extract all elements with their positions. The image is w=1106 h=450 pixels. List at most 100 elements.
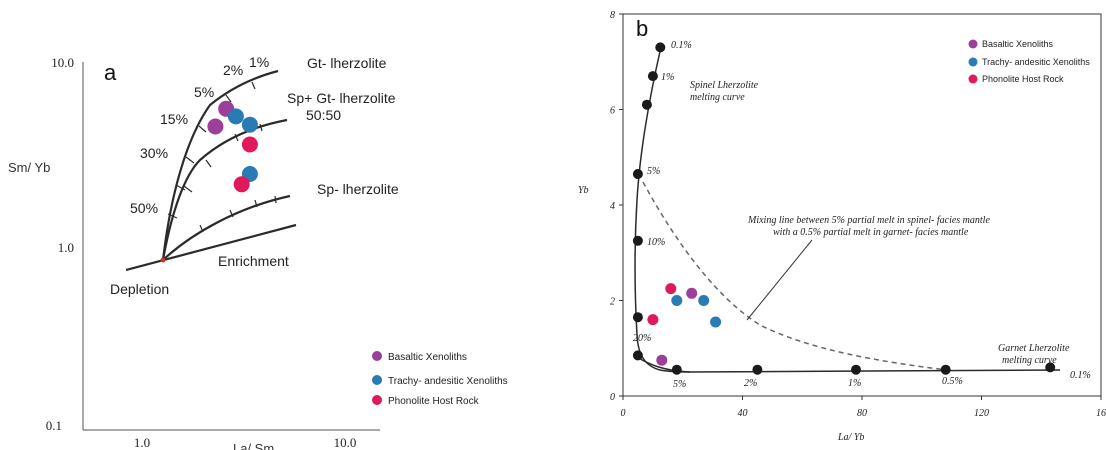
panel-b-melt-nodes — [632, 42, 1056, 375]
panel-b-ytick-6: 6 — [610, 106, 615, 117]
panel-b-ytick-2: 2 — [610, 297, 615, 308]
gt-lherzolite-label: Gt- lherzolite — [307, 55, 387, 71]
sp-gt-lherzolite-label: Sp+ Gt- lherzolite 50:50 — [287, 90, 399, 123]
legend-b-swatch-basaltic — [968, 39, 978, 49]
panel-a-xtick-1: 1.0 — [134, 435, 150, 450]
legend-a-trachy: Trachy- andesitic Xenoliths — [388, 376, 508, 387]
pct-label-50: 50% — [130, 200, 158, 216]
legend-b-swatch-phonolite — [968, 74, 978, 84]
panel-b-x-ticks: 0 40 80 120 16 — [621, 396, 1106, 419]
panel-b-point-trachy-andesitic-xenoliths-1 — [698, 295, 710, 306]
panel-b-point-phonolite-host-rock-1 — [647, 314, 659, 326]
garnet-pct-0-1: 0.1% — [1070, 370, 1091, 381]
spinel-pct-0-1: 0.1% — [671, 40, 692, 51]
curve-ticks — [167, 81, 277, 233]
panel-a-ytick-0-1: 0.1 — [46, 418, 62, 433]
legend-a-swatch-trachy — [372, 375, 382, 385]
panel-b-ytick-8: 8 — [610, 10, 615, 21]
panel-a-point-phonolite-host-rock-0 — [241, 136, 258, 153]
panel-b-point-trachy-andesitic-xenoliths-0 — [671, 295, 683, 306]
panel-b-legend: Basaltic Xenoliths Trachy- andesitic Xen… — [968, 39, 1090, 84]
spinel-node-6 — [632, 350, 643, 361]
spinel-node-0 — [655, 42, 666, 53]
mixing-line-annotation: Mixing line between 5% partial melt in s… — [747, 215, 992, 238]
garnet-pct-1: 1% — [848, 378, 861, 389]
panel-b-point-trachy-andesitic-xenoliths-2 — [710, 316, 722, 328]
panel-a-ytick-1: 1.0 — [58, 240, 74, 255]
panel-a-points — [207, 100, 258, 193]
panel-b-xtick-1: 40 — [738, 408, 748, 419]
pct-label-2: 2% — [223, 62, 243, 78]
panel-a-point-basaltic-xenoliths-0 — [207, 118, 224, 135]
spinel-melting-curve — [634, 46, 691, 373]
spinel-pct-5: 5% — [647, 166, 660, 177]
garnet-node-1 — [752, 364, 763, 375]
garnet-node-3 — [940, 364, 951, 375]
spinel-curve-annotation: Spinel Lherzolite melting curve — [690, 80, 761, 103]
legend-b-trachy: Trachy- andesitic Xenoliths — [982, 57, 1090, 67]
panel-b-xtick-4: 16 — [1096, 408, 1106, 419]
garnet-node-4 — [1045, 362, 1056, 373]
panel-a-ytick-10: 10.0 — [51, 55, 74, 70]
spinel-node-2 — [641, 99, 652, 110]
panel-b-xtick-3: 120 — [974, 408, 989, 419]
legend-a-phonolite: Phonolite Host Rock — [388, 396, 480, 407]
spinel-pct-10: 10% — [647, 237, 665, 248]
pct-label-1: 1% — [249, 54, 269, 70]
pct-label-5: 5% — [194, 84, 214, 100]
garnet-pct-5: 5% — [673, 379, 686, 390]
panel-a-letter: a — [104, 60, 117, 85]
garnet-pct-0-5: 0.5% — [942, 376, 963, 387]
legend-a-swatch-phonolite — [372, 395, 382, 405]
panel-a-x-axis-label: La/ Sm — [233, 441, 274, 450]
enrichment-depletion-line — [125, 223, 297, 272]
spinel-pct-1: 1% — [661, 72, 674, 83]
legend-b-phonolite: Phonolite Host Rock — [982, 74, 1064, 84]
legend-b-basaltic: Basaltic Xenoliths — [982, 39, 1054, 49]
garnet-melting-curve — [636, 356, 1061, 373]
legend-b-swatch-trachy — [968, 57, 978, 67]
panel-b-ytick-4: 4 — [610, 201, 615, 212]
panel-b-ytick-0: 0 — [610, 392, 615, 403]
spinel-node-5 — [632, 312, 643, 323]
sp-lherzolite-curve — [162, 194, 291, 261]
spinel-node-4 — [632, 235, 643, 246]
pct-label-15: 15% — [160, 111, 188, 127]
panel-b-y-ticks: 0 2 4 6 8 — [610, 10, 623, 403]
panel-a-chart: a 10.0 1.0 0.1 1.0 10.0 Sm/ Yb La/ Sm — [8, 54, 508, 450]
mixing-line-leader — [746, 239, 813, 321]
panel-b-points — [647, 283, 722, 366]
panel-b-frame — [622, 13, 1102, 397]
panel-a-point-trachy-andesitic-xenoliths-0 — [227, 108, 244, 125]
spinel-node-3 — [632, 169, 643, 179]
garnet-node-0 — [671, 364, 682, 375]
panel-b-letter: b — [636, 16, 648, 41]
panel-a-point-trachy-andesitic-xenoliths-1 — [241, 116, 258, 133]
spinel-pct-20: 20% — [633, 333, 651, 344]
panel-a-y-axis-label: Sm/ Yb — [8, 160, 50, 175]
panel-a-origin-marker — [160, 257, 166, 263]
sp-lherzolite-label: Sp- lherzolite — [317, 181, 399, 197]
panel-a-legend: Basaltic Xenoliths Trachy- andesitic Xen… — [372, 351, 508, 407]
panel-b-xtick-2: 80 — [857, 408, 867, 419]
panel-a-xtick-10: 10.0 — [334, 435, 357, 450]
panel-b-point-basaltic-xenoliths-0 — [686, 287, 698, 299]
gt-lherzolite-curve — [161, 69, 279, 261]
pct-label-30: 30% — [140, 145, 168, 161]
legend-a-swatch-basaltic — [372, 351, 382, 361]
panel-b-x-axis-label: La/ Yb — [837, 432, 864, 443]
panel-b-point-phonolite-host-rock-0 — [665, 283, 677, 295]
garnet-pct-2: 2% — [744, 378, 757, 389]
panel-b-y-axis-label: Yb — [578, 185, 589, 196]
enrichment-label: Enrichment — [218, 253, 289, 269]
panel-a-point-phonolite-host-rock-1 — [233, 176, 250, 193]
panel-b-point-basaltic-xenoliths-1 — [656, 354, 668, 366]
garnet-node-2 — [851, 364, 861, 375]
panel-b-xtick-0: 0 — [621, 408, 626, 419]
garnet-curve-annotation: Garnet Lherzolite melting curve — [998, 343, 1072, 366]
legend-a-basaltic: Basaltic Xenoliths — [388, 352, 467, 363]
mixing-line — [642, 181, 956, 372]
depletion-label: Depletion — [110, 281, 169, 297]
